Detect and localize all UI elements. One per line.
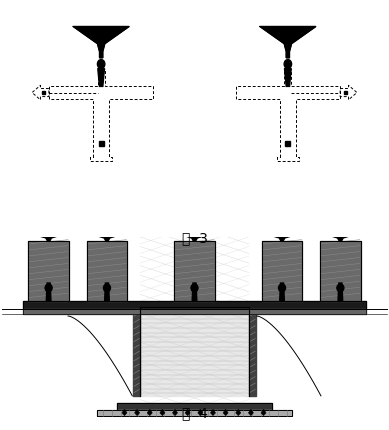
Polygon shape [105, 283, 109, 301]
Polygon shape [284, 68, 291, 86]
Polygon shape [338, 283, 343, 301]
Polygon shape [223, 409, 228, 416]
Polygon shape [84, 228, 130, 232]
Polygon shape [42, 91, 45, 94]
Polygon shape [320, 241, 361, 301]
Polygon shape [46, 283, 51, 301]
Polygon shape [171, 232, 218, 241]
Polygon shape [84, 232, 130, 241]
Polygon shape [117, 403, 272, 410]
Polygon shape [317, 232, 364, 241]
Circle shape [103, 284, 110, 292]
Polygon shape [236, 409, 241, 416]
Polygon shape [147, 409, 152, 416]
Polygon shape [210, 409, 216, 416]
Polygon shape [23, 301, 366, 309]
Polygon shape [171, 228, 218, 232]
Circle shape [45, 284, 52, 292]
Polygon shape [259, 232, 305, 241]
Polygon shape [249, 409, 254, 416]
Polygon shape [99, 141, 103, 146]
Polygon shape [28, 241, 69, 301]
Polygon shape [25, 228, 72, 232]
Polygon shape [261, 241, 303, 301]
Circle shape [337, 284, 344, 292]
Circle shape [279, 284, 286, 292]
Polygon shape [286, 141, 290, 146]
Polygon shape [174, 241, 215, 301]
Text: 图  4: 图 4 [182, 406, 207, 421]
Polygon shape [198, 409, 203, 416]
Polygon shape [185, 409, 190, 416]
Polygon shape [98, 68, 105, 86]
Polygon shape [97, 410, 292, 416]
Polygon shape [261, 409, 266, 416]
Polygon shape [140, 307, 249, 396]
Polygon shape [344, 91, 347, 94]
Circle shape [191, 284, 198, 292]
Polygon shape [73, 27, 129, 58]
Polygon shape [160, 409, 165, 416]
Circle shape [284, 60, 292, 68]
Polygon shape [122, 409, 127, 416]
Polygon shape [192, 283, 197, 301]
Polygon shape [135, 409, 140, 416]
Polygon shape [173, 409, 178, 416]
Circle shape [97, 60, 105, 68]
Polygon shape [259, 228, 305, 232]
Polygon shape [133, 307, 140, 396]
Polygon shape [280, 283, 284, 301]
Polygon shape [23, 309, 366, 314]
Polygon shape [260, 27, 316, 58]
Polygon shape [86, 241, 128, 301]
Polygon shape [25, 232, 72, 241]
Text: 图  3: 图 3 [182, 231, 207, 245]
Polygon shape [249, 307, 256, 396]
Polygon shape [317, 228, 364, 232]
